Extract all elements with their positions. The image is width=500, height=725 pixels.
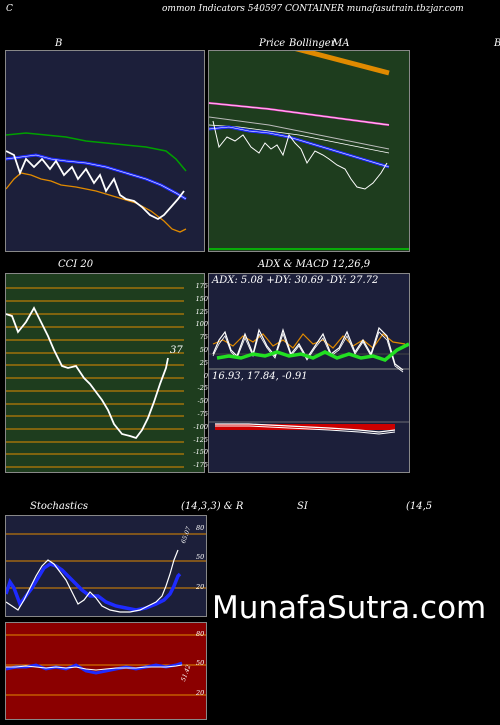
header-left-label: C (6, 4, 13, 14)
macd-line (215, 423, 396, 433)
ma-long-line (294, 51, 390, 76)
bollinger-label: B (55, 38, 63, 49)
cci-panel (5, 273, 205, 473)
cci-level-minus-100: -100 (193, 422, 208, 431)
cci-level-minus-175: -175 (193, 461, 208, 470)
cci-level-minus-50: -50 (197, 397, 208, 406)
stoch-level-50: 50 (196, 553, 205, 561)
rsi-level-80: 80 (196, 630, 205, 638)
rsi-title: SI (297, 501, 308, 512)
adx-macd-title: ADX & MACD 12,26,9 (258, 259, 371, 270)
price-line (6, 150, 185, 221)
stoch-k-line (6, 549, 179, 613)
price-ma-chart (209, 51, 409, 250)
rsi-params: (14,5 (406, 501, 433, 512)
stoch-level-80: 80 (196, 524, 205, 532)
cci-level-75: 75 (199, 333, 208, 342)
bollinger-bands-label: Bollinger (289, 38, 336, 49)
cci-level-125: 125 (195, 307, 208, 316)
macd-values: 16.93, 17.84, -0.91 (212, 371, 308, 382)
stochastics-panel (5, 515, 207, 617)
price-line-2 (212, 120, 388, 190)
ma-pink-outline (209, 102, 390, 126)
adx-macd-chart (209, 326, 409, 435)
rsi-panel (5, 622, 207, 720)
price-ma-panel (208, 50, 410, 252)
stochastics-params: (14,3,3) & R (181, 501, 244, 512)
cci-level-lines (6, 287, 184, 468)
plus-dy-line (212, 333, 406, 349)
cci-chart (6, 287, 184, 468)
ma-label: MA (332, 38, 350, 49)
watermark-text: MunafaSutra.com (212, 590, 487, 626)
cci-level-0: 0 (203, 371, 208, 380)
cci-title: CCI 20 (58, 259, 94, 270)
cci-level-minus-75: -75 (197, 409, 208, 418)
bollinger-chart (6, 132, 187, 233)
rsi-chart (6, 634, 206, 696)
cci-level-150: 150 (195, 294, 208, 303)
bollinger-panel (5, 50, 205, 252)
page-title: ommon Indicators 540597 CONTAINER munafa… (162, 4, 464, 14)
price-label: Price (259, 38, 286, 49)
minus-dy-line (212, 326, 404, 371)
cci-level-50: 50 (199, 345, 208, 354)
stochastics-chart (6, 533, 206, 613)
rsi-level-20: 20 (196, 689, 205, 697)
ma-grey-line-2 (209, 124, 390, 154)
cci-level-minus-25: -25 (197, 384, 208, 393)
lower-band-line (6, 172, 187, 233)
stochastics-title: Stochastics (30, 501, 88, 512)
middle-band-outline (6, 154, 187, 200)
rsi-smooth-line (6, 661, 183, 675)
cci-level-25: 25 (199, 358, 208, 367)
ma-blue-outline (209, 126, 390, 168)
corner-label: B (494, 38, 500, 49)
cci-level-minus-150: -150 (193, 448, 208, 457)
upper-band-line (6, 132, 187, 172)
middle-band-line (6, 153, 187, 201)
adx-line (216, 342, 409, 362)
adx-values: ADX: 5.08 +DY: 30.69 -DY: 27.72 (212, 275, 379, 286)
rsi-level-50: 50 (196, 659, 205, 667)
rsi-line (6, 664, 183, 671)
ma-grey-line (209, 116, 390, 150)
cci-level-100: 100 (195, 320, 208, 329)
cci-level-175: 175 (195, 282, 208, 290)
signal-line (215, 425, 396, 435)
stoch-level-20: 20 (196, 583, 205, 591)
cci-axis-labels: 175 150 125 100 75 50 25 0 -25 -50 -75 -… (190, 280, 208, 472)
cci-line (6, 306, 169, 440)
cci-current-value: 37 (170, 345, 183, 356)
adx-macd-panel (208, 273, 410, 473)
cci-level-minus-125: -125 (193, 435, 208, 444)
